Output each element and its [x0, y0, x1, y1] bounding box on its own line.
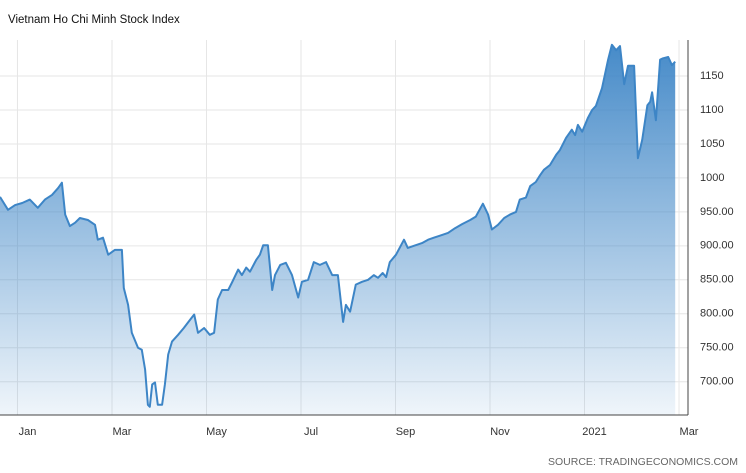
x-tick-label: Sep: [396, 426, 416, 438]
y-tick-label: 1000: [700, 172, 724, 184]
x-tick-label: Mar: [113, 426, 132, 438]
y-tick-label: 1050: [700, 138, 724, 150]
y-tick-label: 800.00: [700, 308, 734, 320]
y-tick-label: 1100: [700, 104, 724, 116]
x-tick-label: May: [206, 426, 227, 438]
y-tick-label: 700.00: [700, 376, 734, 388]
line: [0, 43, 676, 408]
chart-title: Vietnam Ho Chi Minh Stock Index: [8, 14, 180, 26]
source: SOURCE: TRADINGECONOMICS.COM: [548, 456, 738, 468]
x-tick-label: Nov: [490, 426, 510, 438]
y-tick-label: 850.00: [700, 274, 734, 286]
y-tick-label: 750.00: [700, 342, 734, 354]
x-tick-label: Jul: [304, 426, 318, 438]
x-tick-label: Jan: [19, 426, 37, 438]
x-tick-label: Mar: [680, 426, 699, 438]
y-tick-label: 1150: [700, 70, 724, 82]
y-tick-label: 900.00: [700, 240, 734, 252]
y-tick-label: 950.00: [700, 206, 734, 218]
x-tick-label: 2021: [582, 426, 606, 438]
area: [0, 44, 676, 416]
